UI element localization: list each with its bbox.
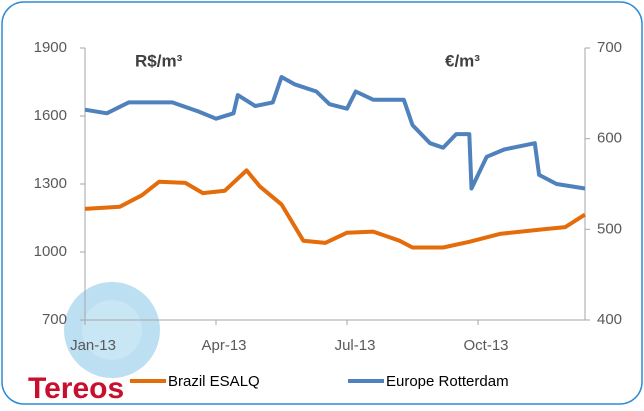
- y-tick-label: 1000: [34, 243, 67, 260]
- x-tick-label: Jul-13: [335, 337, 376, 354]
- right-unit: €/m³: [445, 51, 480, 70]
- y2-tick-label: 600: [597, 130, 622, 147]
- legend-label: Brazil ESALQ: [168, 373, 260, 390]
- y-tick-label: 1600: [34, 107, 67, 124]
- x-tick-label: Jan-13: [70, 337, 116, 354]
- y2-tick-label: 500: [597, 220, 622, 237]
- logo-emblem: [82, 300, 142, 360]
- y-tick-label: 700: [42, 311, 67, 328]
- series-line: [84, 75, 586, 191]
- y-tick-label: 1900: [34, 39, 67, 56]
- logo-text: Tereos: [28, 372, 124, 405]
- legend-label: Europe Rotterdam: [386, 373, 509, 390]
- y-tick-label: 1300: [34, 175, 67, 192]
- left-unit: R$/m³: [135, 51, 183, 70]
- y2-tick-label: 700: [597, 39, 622, 56]
- x-tick-label: Oct-13: [464, 337, 509, 354]
- series-line: [84, 168, 587, 250]
- x-tick-label: Apr-13: [201, 337, 246, 354]
- y2-tick-label: 400: [597, 311, 622, 328]
